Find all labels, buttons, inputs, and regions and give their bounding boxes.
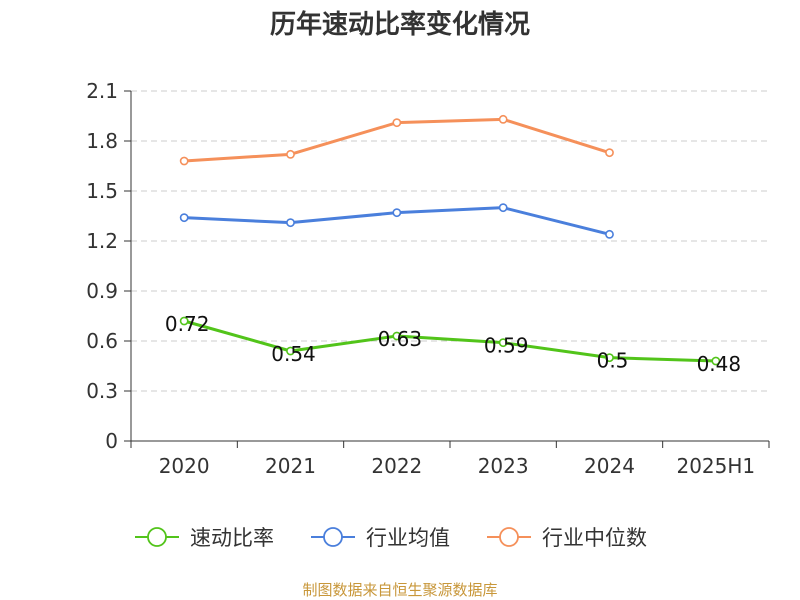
chart-title: 历年速动比率变化情况: [270, 9, 530, 40]
y-tick-label: 2.1: [86, 79, 118, 103]
data-point: [179, 316, 189, 326]
series-line: [183, 319, 716, 363]
grid-lines: [131, 90, 769, 392]
data-label: 0.54: [271, 342, 316, 366]
y-tick-label: 0.9: [86, 279, 118, 303]
legend-marker-circle: [147, 527, 167, 547]
y-tick-label: 1.2: [86, 229, 118, 253]
y-axis: 0 0.3 0.6 0.9 1.2 1.5 1.8 2.1: [86, 79, 132, 453]
data-point: [605, 229, 614, 239]
data-point: [498, 114, 508, 124]
legend-marker-circle: [499, 527, 519, 547]
x-tick-label: 2023: [478, 454, 529, 478]
data-label: 0.59: [484, 334, 529, 358]
data-point: [711, 356, 721, 366]
data-point: [392, 331, 402, 341]
source-note: 制图数据来自恒生聚源数据库: [302, 581, 497, 599]
data-label: 0.72: [165, 312, 210, 336]
data-point: [286, 218, 295, 228]
data-point: [179, 213, 189, 223]
legend-label: 速动比率: [190, 526, 274, 550]
data-point: [392, 208, 402, 218]
data-point: [286, 346, 295, 356]
data-label: 0.48: [697, 352, 742, 376]
legend-marker-circle: [323, 527, 343, 547]
legend: 速动比率 行业均值 行业中位数: [135, 526, 647, 550]
data-point: [286, 149, 295, 159]
data-point: [605, 353, 614, 363]
x-tick-label: 2021: [265, 454, 316, 478]
y-tick-label: 1.5: [86, 179, 118, 203]
y-tick-label: 0.3: [86, 379, 118, 403]
data-point: [392, 118, 402, 128]
x-axis: 2020 2021 2022 2023 2024 2025H1: [130, 440, 770, 478]
y-tick-label: 0.6: [86, 329, 118, 353]
data-point: [179, 156, 189, 166]
data-point: [498, 338, 508, 348]
x-tick-label: 2025H1: [676, 454, 755, 478]
data-label: 0.5: [597, 349, 629, 373]
legend-label: 行业均值: [366, 526, 450, 550]
x-tick-label: 2022: [371, 454, 422, 478]
x-tick-label: 2020: [159, 454, 210, 478]
y-tick-label: 1.8: [86, 129, 118, 153]
data-point: [498, 203, 508, 213]
legend-label: 行业中位数: [542, 526, 647, 550]
y-tick-label: 0: [105, 429, 118, 453]
x-tick-label: 2024: [584, 454, 635, 478]
series-lines: [179, 114, 721, 366]
data-point: [605, 148, 614, 158]
data-labels: 0.72 0.54 0.63 0.59 0.5 0.48: [165, 312, 741, 376]
data-label: 0.63: [378, 327, 423, 351]
